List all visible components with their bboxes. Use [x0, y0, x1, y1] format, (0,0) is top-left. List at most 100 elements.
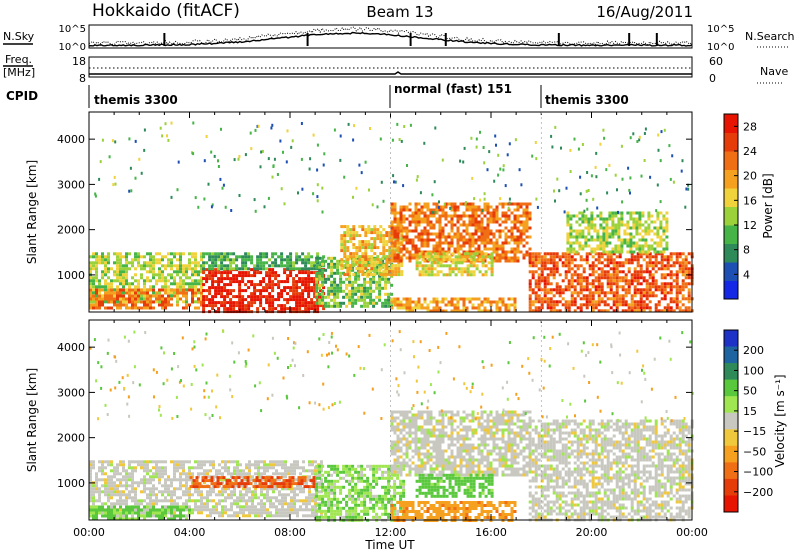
power-cell [414, 303, 418, 307]
power-cell [617, 244, 621, 248]
power-cell [355, 261, 359, 265]
velocity-cell [167, 484, 170, 488]
power-cell [615, 294, 619, 298]
power-cell [472, 273, 476, 277]
power-cell [573, 288, 577, 292]
power-cell [271, 268, 275, 272]
velocity-cell [191, 493, 194, 497]
velocity-cell [152, 502, 155, 506]
power-cell [576, 294, 580, 298]
power-cell [468, 247, 472, 251]
power-cell [202, 261, 206, 265]
power-cell [104, 255, 107, 259]
power-cell [675, 288, 679, 292]
power-cell [540, 264, 544, 268]
power-cell [250, 295, 254, 299]
power-cell [197, 270, 200, 274]
power-cell [399, 303, 403, 307]
power-cell [89, 288, 92, 292]
power-cell [200, 255, 203, 259]
power-cell [92, 276, 95, 280]
power-cell [330, 280, 334, 284]
power-cell [182, 288, 185, 292]
power-cell [463, 146, 466, 150]
power-cell [351, 298, 355, 302]
power-cell [426, 232, 430, 236]
power-cell [176, 294, 179, 298]
power-cell [107, 276, 110, 280]
power-cell [214, 261, 218, 265]
power-cell [241, 271, 245, 275]
power-cell [648, 282, 652, 286]
power-cell [146, 264, 149, 268]
power-cell [675, 261, 679, 265]
power-cell [370, 267, 374, 271]
velocity-cell [287, 487, 290, 491]
power-cell [194, 258, 197, 262]
power-cell [621, 200, 624, 204]
power-cell [421, 273, 425, 277]
power-cell [570, 279, 574, 283]
power-cell [378, 298, 382, 302]
power-cell [253, 283, 257, 287]
power-cell [170, 303, 173, 307]
power-cell [528, 211, 532, 215]
power-cell [262, 307, 266, 311]
power-cell [176, 270, 179, 274]
power-cell [229, 252, 233, 256]
power-cell [472, 252, 476, 256]
power-cell [687, 282, 691, 286]
power-cell [429, 300, 433, 304]
power-cell [289, 267, 293, 271]
power-cell [630, 255, 634, 259]
velocity-cell [146, 481, 149, 485]
power-cell [226, 267, 230, 271]
velocity-cell [194, 499, 197, 503]
power-cell [89, 261, 92, 265]
velocity-cell [164, 499, 167, 503]
power-cell [324, 295, 328, 299]
power-cell [137, 279, 140, 283]
power-cell [528, 264, 532, 268]
power-cell [593, 229, 597, 233]
velocity-cell [233, 466, 236, 470]
power-cell [197, 279, 200, 283]
power-cell [158, 270, 161, 274]
power-cell [429, 226, 433, 230]
power-cell [352, 237, 356, 241]
power-cell [633, 258, 637, 262]
power-cell [249, 131, 252, 135]
power-cell [167, 258, 170, 262]
power-cell [164, 285, 167, 289]
power-cell [432, 250, 436, 254]
power-cell [654, 264, 658, 268]
power-cell [687, 183, 690, 187]
power-cell [388, 240, 392, 244]
power-cell [537, 306, 541, 310]
power-cell [621, 300, 625, 304]
power-cell [448, 264, 452, 268]
power-cell [390, 235, 394, 239]
power-cell [492, 235, 496, 239]
power-cell [113, 297, 116, 301]
power-cell [271, 252, 275, 256]
power-cell [483, 306, 487, 310]
power-cell [352, 258, 356, 262]
power-cell [119, 273, 122, 277]
power-cell [92, 267, 95, 271]
power-cell [179, 276, 182, 280]
power-cell [665, 223, 669, 227]
velocity-cell [128, 493, 131, 497]
power-cell [253, 301, 257, 305]
power-cell [567, 255, 571, 259]
velocity-cell [158, 460, 161, 464]
power-cell [268, 286, 272, 290]
power-cell [364, 273, 368, 277]
velocity-cell [293, 490, 296, 494]
power-cell [146, 261, 149, 265]
power-cell [666, 306, 670, 310]
velocity-cell [137, 460, 140, 464]
power-cell [301, 292, 305, 296]
power-cell [346, 246, 350, 250]
